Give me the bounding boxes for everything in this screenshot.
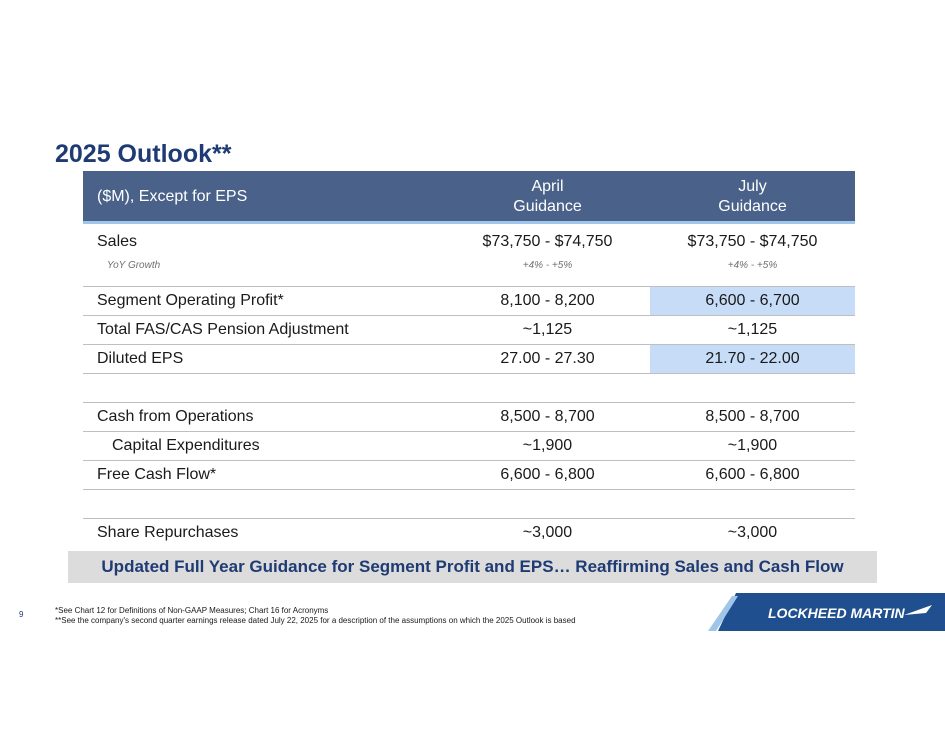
header-april: April Guidance [445,177,650,217]
footnote-2: **See the company's second quarter earni… [55,616,576,625]
summary-banner: Updated Full Year Guidance for Segment P… [68,551,877,583]
page-title: 2025 Outlook** [55,140,232,168]
july-value: ~3,000 [727,524,778,541]
table-row-capital-expenditures: Capital Expenditures ~1,900 ~1,900 [83,432,855,461]
row-label: Capital Expenditures [112,437,260,454]
table-row-cash-from-operations: Cash from Operations 8,500 - 8,700 8,500… [83,403,855,432]
outlook-table: ($M), Except for EPS April Guidance July… [83,171,855,547]
row-spacer [83,374,855,403]
table-header: ($M), Except for EPS April Guidance July… [83,171,855,224]
row-label: Share Repurchases [97,524,239,541]
header-april-line1: April [531,178,564,195]
april-value: ~1,900 [522,437,573,454]
april-value: 8,500 - 8,700 [500,408,595,425]
star-icon [904,605,932,615]
april-value: $73,750 - $74,750 [482,233,613,250]
header-units: ($M), Except for EPS [97,188,248,205]
april-value: 27.00 - 27.30 [500,350,595,367]
row-label: Cash from Operations [97,408,254,425]
april-value: 8,100 - 8,200 [500,292,595,309]
yoy-growth-july: +4% - +5% [727,260,778,271]
header-july-line1: July [738,178,767,195]
april-value: ~1,125 [522,321,573,338]
table-row-share-repurchases: Share Repurchases ~3,000 ~3,000 [83,519,855,547]
july-value: 8,500 - 8,700 [705,408,800,425]
table-row-diluted-eps: Diluted EPS 27.00 - 27.30 21.70 - 22.00 [83,345,855,374]
page-number: 9 [19,610,24,619]
april-value: 6,600 - 6,800 [500,466,595,483]
april-value: ~3,000 [522,524,573,541]
table-row-free-cash-flow: Free Cash Flow* 6,600 - 6,800 6,600 - 6,… [83,461,855,490]
row-label: Sales [97,233,138,250]
logo-text: LOCKHEED MARTIN [768,605,906,621]
july-value: 6,600 - 6,800 [705,466,800,483]
table-row-pension-adjustment: Total FAS/CAS Pension Adjustment ~1,125 … [83,316,855,345]
row-spacer [83,490,855,519]
table-row-segment-operating-profit: Segment Operating Profit* 8,100 - 8,200 … [83,287,855,316]
row-label: Segment Operating Profit* [97,292,284,309]
row-label: Total FAS/CAS Pension Adjustment [97,321,349,338]
july-value: ~1,125 [727,321,778,338]
july-value-updated: 6,600 - 6,700 [650,287,855,315]
july-value: $73,750 - $74,750 [687,233,818,250]
header-july-line2: Guidance [718,198,787,215]
table-row-sales: Sales $73,750 - $74,750 $73,750 - $74,75… [83,224,855,287]
july-value-updated: 21.70 - 22.00 [650,345,855,373]
yoy-growth-april: +4% - +5% [522,260,573,271]
header-april-line2: Guidance [513,198,582,215]
header-july: July Guidance [650,177,855,217]
july-value: ~1,900 [727,437,778,454]
footnote-1: *See Chart 12 for Definitions of Non-GAA… [55,606,329,615]
lockheed-martin-logo: LOCKHEED MARTIN [708,593,945,631]
row-label: Diluted EPS [97,350,184,367]
row-label: Free Cash Flow* [97,466,217,483]
yoy-growth-label: YoY Growth [107,260,161,271]
